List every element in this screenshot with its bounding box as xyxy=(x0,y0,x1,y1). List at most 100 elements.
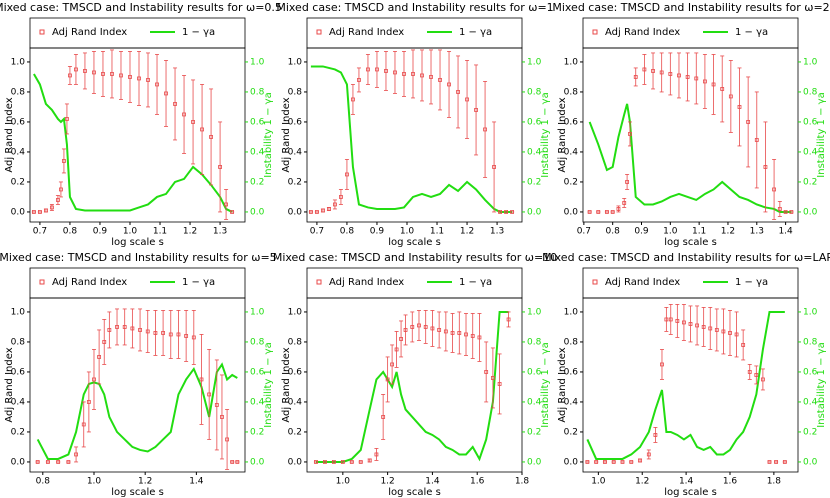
x-tick-label: 1.2 xyxy=(380,477,394,487)
ari-point xyxy=(50,205,54,210)
legend-label: Adj Rand Index xyxy=(52,277,127,288)
error-bar xyxy=(145,310,150,353)
y2-tick-label: 0.8 xyxy=(527,87,542,97)
ari-point xyxy=(224,202,228,207)
y2-tick-label: 0.4 xyxy=(527,147,542,157)
y2-axis-label: Instability 1 − γa xyxy=(816,342,827,427)
y-tick-label: 0.4 xyxy=(564,397,579,407)
y2-tick-label: 0.4 xyxy=(527,397,542,407)
plot-frame xyxy=(29,47,246,223)
x-tick-label: 1.2 xyxy=(138,477,152,487)
error-bar xyxy=(224,189,229,220)
ari-point xyxy=(191,120,195,124)
error-bar xyxy=(385,356,390,403)
y2-tick-label: 0.2 xyxy=(803,177,817,187)
ari-point xyxy=(664,317,669,322)
x-axis-label: log scale s xyxy=(111,237,164,248)
error-bar xyxy=(456,55,461,129)
x-tick-label: 1.1 xyxy=(153,227,167,237)
error-bar xyxy=(474,64,479,156)
x-tick-label: 1.1 xyxy=(430,227,444,237)
error-bar xyxy=(107,311,112,349)
y-tick-label: 1.0 xyxy=(564,57,579,67)
y2-axis-label: Instability 1 − γa xyxy=(540,92,551,177)
y2-tick-label: 0.6 xyxy=(803,117,818,127)
ari-point xyxy=(44,208,48,213)
ari-point xyxy=(230,460,235,464)
ari-point xyxy=(767,460,772,464)
y2-tick-label: 0.8 xyxy=(250,87,265,97)
y-tick-label: 0.8 xyxy=(564,87,579,97)
error-bar xyxy=(74,446,79,463)
ari-point xyxy=(783,210,788,214)
ari-point xyxy=(74,67,78,72)
error-bar xyxy=(646,449,651,460)
y-tick-label: 0.4 xyxy=(11,397,26,407)
x-tick-label: 1.4 xyxy=(778,227,793,237)
y2-tick-label: 1.0 xyxy=(250,307,265,317)
error-bar xyxy=(155,54,160,115)
x-tick-label: 0.8 xyxy=(606,227,621,237)
ari-point xyxy=(633,75,638,79)
ari-point xyxy=(191,335,196,340)
ari-point xyxy=(760,377,765,382)
y2-tick-label: 1.0 xyxy=(803,57,818,67)
ari-point xyxy=(668,72,673,76)
error-bar xyxy=(365,54,370,85)
ari-point xyxy=(677,73,681,78)
error-bar xyxy=(176,310,181,359)
x-tick-label: 0.9 xyxy=(93,227,108,237)
error-bar xyxy=(746,76,751,168)
error-bar xyxy=(207,349,212,440)
y2-tick-label: 0.0 xyxy=(527,207,542,217)
ari-point xyxy=(701,325,706,329)
panel-title: Mixed case: TMSCD and Instability result… xyxy=(0,251,277,264)
ari-point xyxy=(708,326,713,331)
ari-point xyxy=(230,210,234,214)
y-tick-label: 0.4 xyxy=(564,147,579,157)
error-bar xyxy=(737,67,742,147)
y-tick-label: 0.4 xyxy=(11,147,26,157)
error-bar xyxy=(200,84,205,175)
ari-point xyxy=(214,403,219,407)
ari-point xyxy=(390,362,395,367)
legend-label: 1 − γa xyxy=(735,27,768,38)
legend-label: Adj Rand Index xyxy=(605,27,680,38)
ari-point xyxy=(777,207,782,211)
error-bar xyxy=(714,308,719,352)
y-tick-label: 0.6 xyxy=(11,367,26,377)
error-bar xyxy=(681,304,686,341)
ari-point xyxy=(774,460,778,464)
x-tick-label: 1.6 xyxy=(723,477,738,487)
error-bar xyxy=(58,181,63,198)
ari-point xyxy=(357,78,361,82)
y2-tick-label: 0.2 xyxy=(527,177,541,187)
error-bar xyxy=(394,331,399,368)
error-bar xyxy=(447,51,452,118)
panel-title: Mixed case: TMSCD and Instability result… xyxy=(542,251,830,264)
ari-point xyxy=(668,317,673,322)
error-bar xyxy=(642,54,647,85)
legend-marker xyxy=(316,29,322,35)
legend-label: 1 − γa xyxy=(459,27,492,38)
ari-point xyxy=(497,382,502,386)
legend-label: 1 − γa xyxy=(182,27,215,38)
ari-point xyxy=(209,135,213,139)
y2-axis-label: Instability 1 − γa xyxy=(263,92,274,177)
ari-point xyxy=(443,329,448,334)
x-tick-label: 1.0 xyxy=(663,227,678,237)
ari-point xyxy=(130,326,135,331)
panel: Mixed case: TMSCD and Instability result… xyxy=(0,1,282,248)
legend-marker xyxy=(39,29,45,35)
ari-point xyxy=(483,127,487,132)
ari-point xyxy=(145,329,150,334)
error-bar xyxy=(381,394,386,440)
instability-line xyxy=(36,362,238,460)
ari-point xyxy=(490,376,495,380)
error-bar xyxy=(191,310,196,365)
ari-point xyxy=(155,82,159,87)
error-bar xyxy=(464,313,469,356)
ari-point xyxy=(587,210,592,214)
y2-tick-label: 1.0 xyxy=(527,307,542,317)
ari-point xyxy=(457,331,462,335)
